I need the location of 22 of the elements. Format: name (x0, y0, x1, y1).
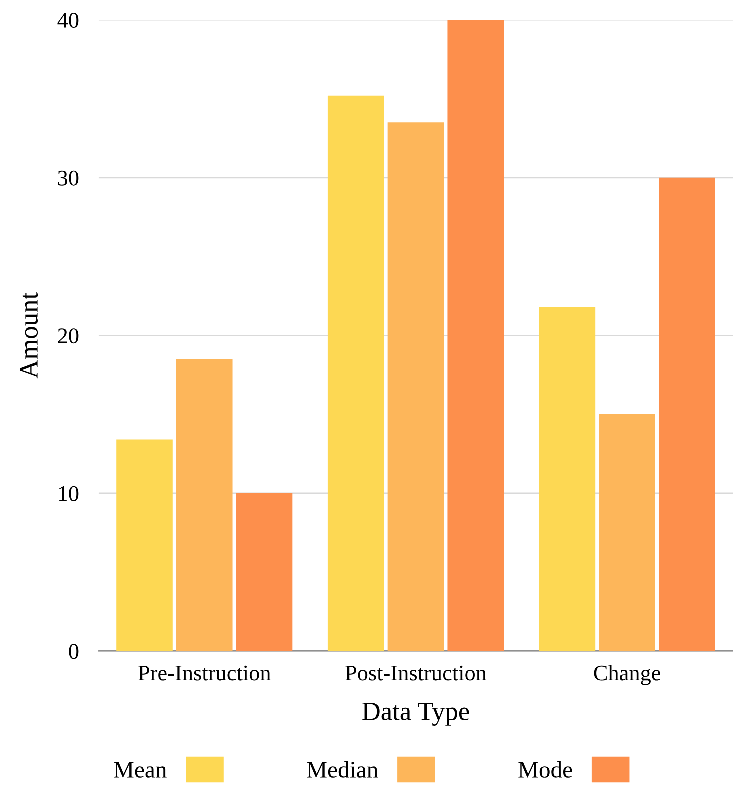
bar (659, 178, 716, 652)
legend-label: Mean (114, 762, 167, 778)
bar (599, 414, 656, 652)
x-tick-label: Change (594, 665, 660, 686)
x-tick-label: Pre-Instruction (138, 666, 271, 681)
y-tick-label: 0 (69, 644, 79, 660)
bar (448, 20, 504, 652)
legend-label: Mode (518, 761, 572, 778)
y-tick-label: 30 (58, 170, 79, 186)
y-tick-label: 10 (59, 486, 79, 502)
bar (388, 122, 444, 652)
bar (116, 440, 173, 652)
y-tick-label: 40 (58, 13, 79, 28)
x-axis-title: Data Type (362, 702, 470, 726)
y-axis-title: Amount (20, 292, 38, 379)
bar (236, 493, 293, 652)
bar (176, 359, 233, 652)
y-tick-label: 20 (58, 328, 79, 344)
legend-label: Median (307, 761, 378, 778)
bar (328, 96, 384, 652)
x-tick-label: Post-Instruction (346, 666, 487, 681)
bar (539, 307, 596, 652)
